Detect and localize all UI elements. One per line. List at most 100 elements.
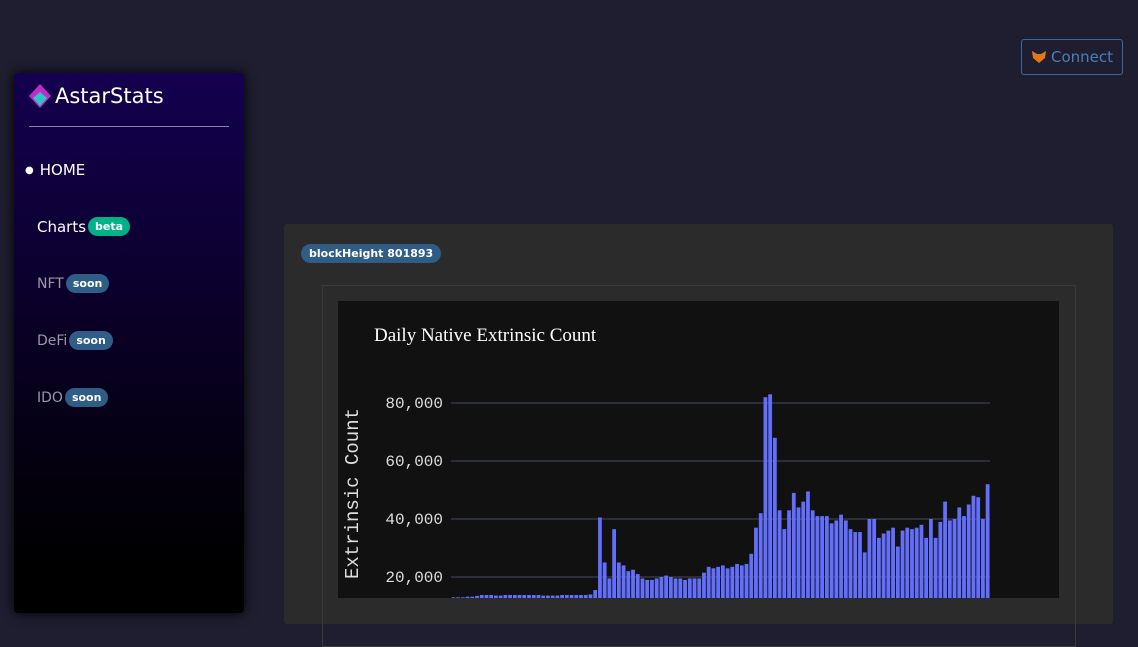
y-tick-label: 20,000 (385, 569, 443, 587)
nav-label[interactable]: DeFi (37, 332, 68, 349)
bar (824, 516, 829, 598)
bar (853, 532, 858, 598)
bar (848, 529, 853, 598)
bar (522, 594, 527, 598)
chart: Daily Native Extrinsic Count Extrinsic C… (338, 301, 1059, 598)
bar (702, 572, 706, 598)
bar (645, 579, 650, 598)
bar (900, 530, 905, 598)
bar (962, 516, 966, 598)
bar (966, 504, 971, 598)
bar (806, 491, 810, 598)
fox-icon (1031, 51, 1046, 63)
bar (598, 517, 602, 598)
bar (465, 596, 470, 598)
bar (834, 520, 839, 598)
bar (725, 568, 730, 598)
bar (924, 537, 929, 598)
nav-label[interactable]: NFT (37, 275, 64, 292)
bar (546, 595, 550, 598)
y-tick-label: 40,000 (385, 511, 443, 529)
bar (976, 497, 981, 598)
bar (711, 568, 716, 598)
bar (569, 594, 574, 598)
bar (829, 523, 834, 598)
bar (678, 578, 683, 598)
nav-label[interactable]: IDO (37, 389, 63, 406)
bar (881, 533, 886, 598)
bar (867, 519, 872, 598)
bar (787, 510, 791, 598)
bar (527, 594, 531, 598)
nav-label[interactable]: Charts (37, 217, 87, 236)
bar (862, 552, 867, 598)
bar (659, 577, 664, 598)
bar (872, 519, 877, 598)
bar (574, 594, 579, 598)
y-tick-label: 60,000 (385, 453, 443, 471)
nav-item[interactable]: NFT soon (37, 274, 110, 293)
bar (536, 594, 541, 598)
bar (820, 516, 825, 598)
divider (29, 126, 229, 127)
bar (886, 530, 891, 598)
bar (503, 594, 508, 598)
bar (602, 562, 607, 598)
bar (952, 519, 957, 598)
bar (763, 397, 768, 598)
bar (564, 594, 569, 598)
bar (943, 501, 947, 598)
bar (668, 577, 673, 598)
bar (768, 394, 773, 598)
bar (796, 507, 801, 598)
nav-item[interactable]: IDO soon (37, 388, 109, 407)
bar (650, 579, 654, 598)
bar (810, 510, 815, 598)
y-axis-label: Extrinsic Count (342, 408, 364, 579)
bar (891, 527, 895, 598)
bar (739, 565, 744, 598)
bar (494, 595, 498, 598)
bar (612, 529, 617, 598)
bar (607, 578, 612, 598)
nav-label[interactable]: HOME (39, 161, 86, 179)
bar (631, 569, 635, 598)
bar (555, 595, 560, 598)
bar (754, 527, 758, 598)
nav-badge: soon (65, 274, 110, 293)
bar (839, 514, 843, 598)
bar (508, 594, 512, 598)
bar (579, 594, 583, 598)
bar (692, 578, 697, 598)
bar (475, 595, 479, 598)
nav-item[interactable]: DeFi soon (37, 331, 113, 350)
bar (876, 537, 881, 598)
nav-item[interactable]: ● HOME (25, 161, 86, 179)
bar (772, 437, 777, 598)
bar (744, 563, 749, 598)
bar (720, 565, 725, 598)
bar (640, 578, 645, 598)
bar (635, 574, 640, 598)
bar (933, 537, 938, 598)
bar (531, 594, 536, 598)
bar (971, 495, 976, 598)
nav-item[interactable]: Charts beta (37, 217, 131, 236)
bar (735, 563, 739, 598)
bar (479, 594, 484, 598)
bar (758, 513, 763, 598)
bar (550, 595, 555, 598)
bar (919, 524, 924, 598)
bar (588, 594, 593, 598)
bar (749, 553, 754, 598)
bar (489, 594, 494, 598)
brand: AstarStats (55, 84, 164, 108)
sidebar: AstarStats ● HOME Charts beta NFT soon DeFi… (14, 73, 244, 613)
bar (815, 516, 820, 598)
bar (843, 520, 848, 598)
bar (706, 566, 711, 598)
bar (730, 566, 735, 598)
connect-button[interactable]: Connect (1021, 39, 1123, 75)
nav-badge: soon (64, 388, 109, 407)
logo-icon (29, 84, 51, 108)
